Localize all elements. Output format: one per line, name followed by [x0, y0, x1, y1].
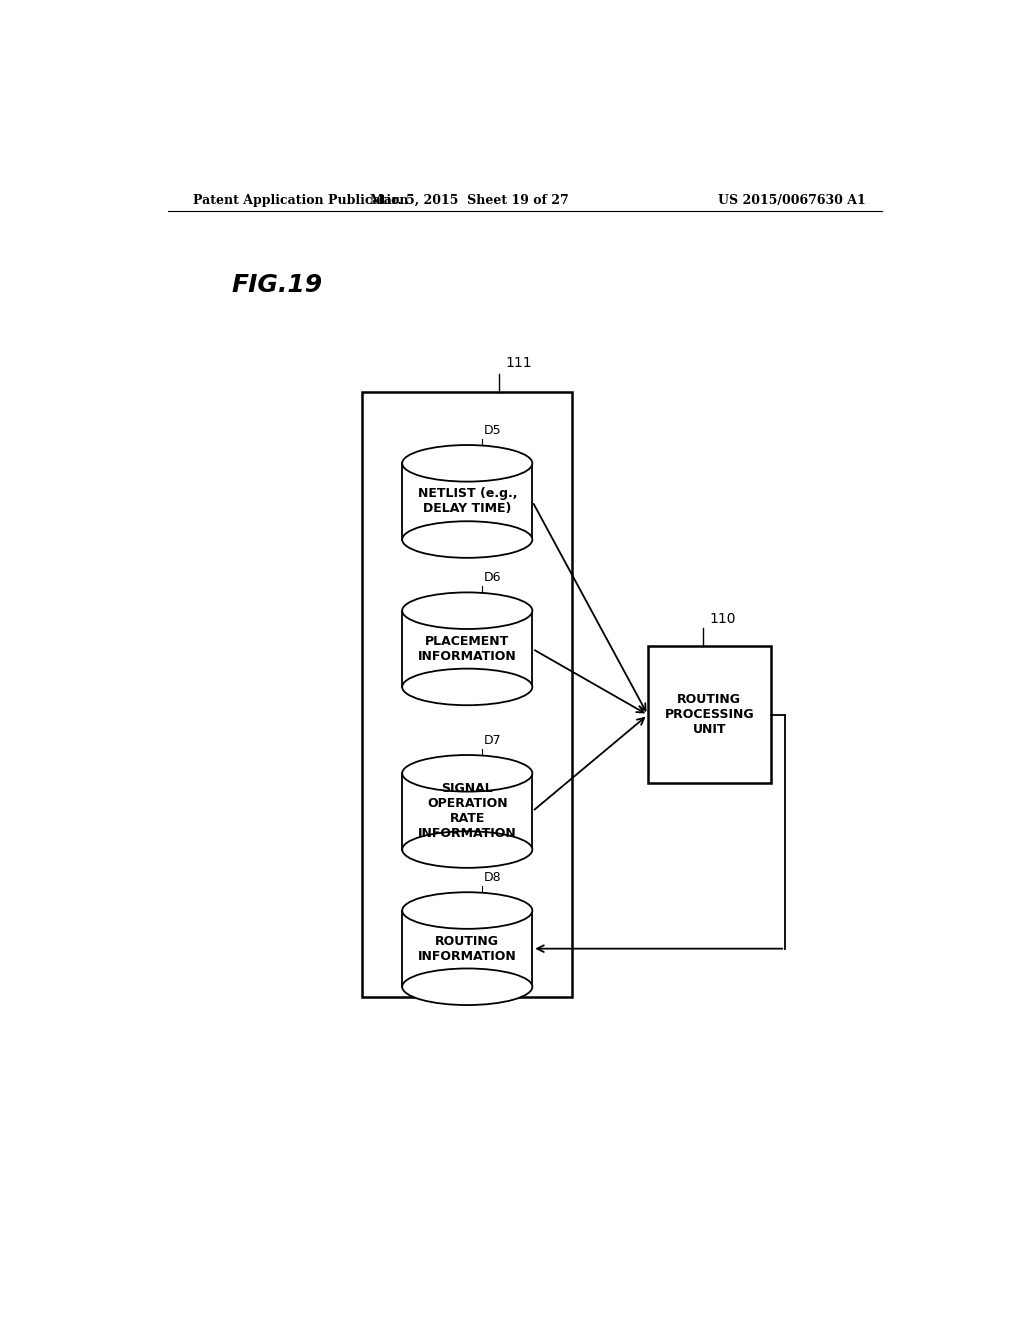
Text: 110: 110 — [710, 612, 736, 626]
Ellipse shape — [402, 892, 532, 929]
Polygon shape — [402, 774, 532, 850]
Ellipse shape — [402, 593, 532, 630]
Text: SIGNAL
OPERATION
RATE
INFORMATION: SIGNAL OPERATION RATE INFORMATION — [418, 783, 517, 841]
Text: D5: D5 — [483, 424, 501, 437]
Text: PLACEMENT
INFORMATION: PLACEMENT INFORMATION — [418, 635, 517, 663]
Bar — [648, 647, 771, 784]
Polygon shape — [402, 611, 532, 686]
Ellipse shape — [402, 669, 532, 705]
Polygon shape — [402, 911, 532, 987]
Polygon shape — [402, 463, 532, 540]
Text: ROUTING
INFORMATION: ROUTING INFORMATION — [418, 935, 517, 962]
Ellipse shape — [402, 755, 532, 792]
Ellipse shape — [402, 521, 532, 558]
Text: FIG.19: FIG.19 — [231, 273, 323, 297]
Text: D7: D7 — [483, 734, 501, 747]
Ellipse shape — [402, 969, 532, 1005]
Bar — [362, 392, 572, 997]
Text: NETLIST (e.g.,
DELAY TIME): NETLIST (e.g., DELAY TIME) — [418, 487, 517, 515]
Ellipse shape — [402, 445, 532, 482]
Text: Patent Application Publication: Patent Application Publication — [194, 194, 409, 206]
Ellipse shape — [402, 832, 532, 867]
Text: ROUTING
PROCESSING
UNIT: ROUTING PROCESSING UNIT — [665, 693, 754, 737]
Text: D6: D6 — [483, 572, 501, 585]
Text: D8: D8 — [483, 871, 501, 884]
Text: US 2015/0067630 A1: US 2015/0067630 A1 — [718, 194, 866, 206]
Text: 111: 111 — [505, 356, 531, 370]
Text: Mar. 5, 2015  Sheet 19 of 27: Mar. 5, 2015 Sheet 19 of 27 — [370, 194, 568, 206]
